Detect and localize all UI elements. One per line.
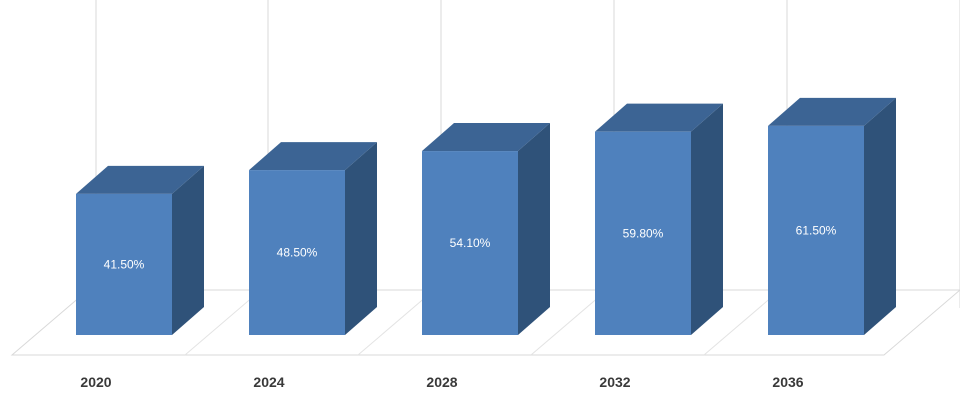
x-tick-label: 2024 xyxy=(253,374,284,390)
bar-front-face xyxy=(249,170,345,335)
bar-top-face xyxy=(595,103,723,132)
bar-2032 xyxy=(595,103,723,336)
bar-top-face xyxy=(249,142,377,171)
data-label: 54.10% xyxy=(450,236,491,250)
floor-divider xyxy=(530,289,608,356)
data-label: 41.50% xyxy=(104,257,145,271)
data-label: 48.50% xyxy=(277,246,318,260)
bar-front-face xyxy=(595,131,691,335)
bar-side-face xyxy=(518,123,550,335)
x-tick-label: 2032 xyxy=(599,374,630,390)
bar-top-face xyxy=(768,97,896,126)
bar-2028 xyxy=(422,123,550,335)
bar-top-face xyxy=(76,165,204,194)
x-tick-label: 2028 xyxy=(426,374,457,390)
bar-front-face xyxy=(768,125,864,336)
bar-front-face xyxy=(76,193,172,335)
bar-side-face xyxy=(691,103,723,336)
data-label: 59.80% xyxy=(623,226,664,240)
data-label: 61.50% xyxy=(796,223,837,237)
x-axis-ticks: 2020 2024 2028 2032 2036 xyxy=(80,374,803,390)
bar-side-face xyxy=(345,142,377,335)
bar-front-face xyxy=(422,151,518,335)
bar-2036 xyxy=(768,97,896,336)
bar-2024 xyxy=(249,142,377,335)
bar-top-face xyxy=(422,123,550,152)
floor-divider xyxy=(184,289,262,356)
floor-divider xyxy=(357,289,435,356)
bar-2020 xyxy=(76,165,204,335)
bar-side-face xyxy=(864,97,896,336)
bars xyxy=(76,97,896,336)
data-labels: 41.50% 48.50% 54.10% 59.80% 61.50% xyxy=(104,223,837,271)
floor-divider xyxy=(703,289,781,356)
bar-side-face xyxy=(172,165,204,335)
x-tick-label: 2020 xyxy=(80,374,111,390)
x-tick-label: 2036 xyxy=(772,374,803,390)
